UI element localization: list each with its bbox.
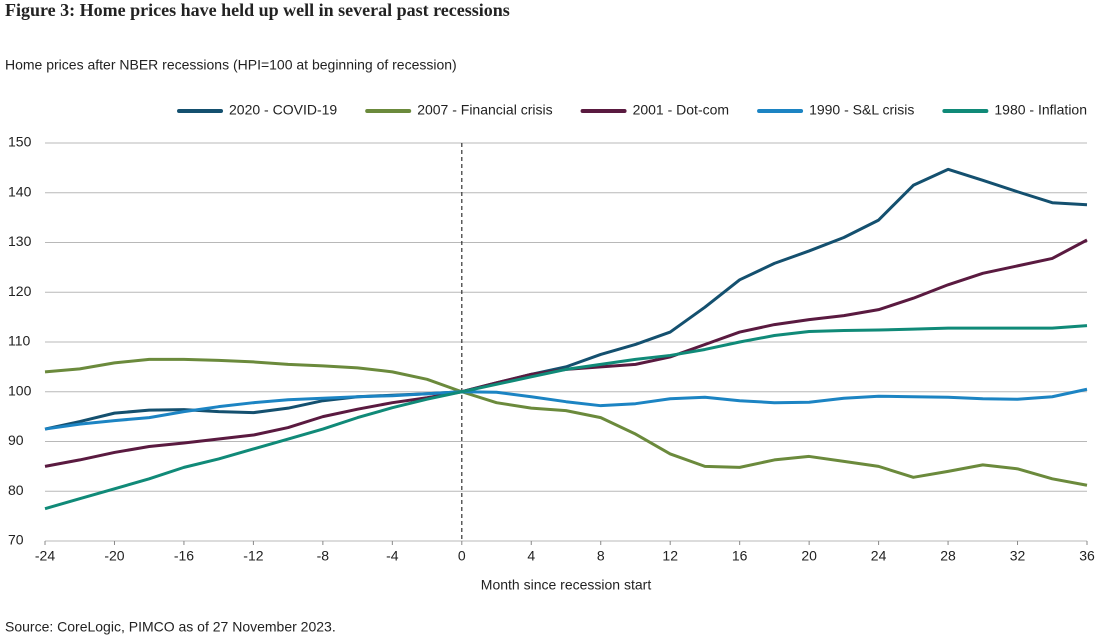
x-axis-label: Month since recession start bbox=[481, 577, 652, 593]
y-tick-label: 110 bbox=[8, 333, 31, 349]
y-tick-label: 140 bbox=[8, 183, 32, 199]
legend-label: 2020 - COVID-19 bbox=[229, 102, 337, 118]
y-tick-label: 80 bbox=[8, 482, 24, 498]
x-tick-label: -4 bbox=[386, 548, 399, 564]
x-tick-label: 16 bbox=[732, 548, 748, 564]
x-tick-label: -24 bbox=[35, 548, 55, 564]
y-tick-label: 90 bbox=[8, 432, 24, 448]
series-line bbox=[44, 324, 1088, 511]
x-tick-label: -12 bbox=[243, 548, 263, 564]
x-tick-label: -16 bbox=[174, 548, 194, 564]
x-tick-label: 8 bbox=[597, 548, 605, 564]
legend-label: 1990 - S&L crisis bbox=[809, 102, 914, 118]
x-tick-label: 0 bbox=[458, 548, 466, 564]
series-line bbox=[44, 357, 1088, 487]
x-tick-label: 20 bbox=[801, 548, 817, 564]
chart-title: Figure 3: Home prices have held up well … bbox=[5, 0, 510, 20]
legend-label: 2007 - Financial crisis bbox=[417, 102, 552, 118]
series-line bbox=[44, 167, 1088, 431]
x-tick-label: 32 bbox=[1010, 548, 1026, 564]
x-tick-label: 12 bbox=[662, 548, 678, 564]
legend-label: 1980 - Inflation bbox=[994, 102, 1087, 118]
chart-subtitle: Home prices after NBER recessions (HPI=1… bbox=[5, 57, 457, 73]
x-tick-label: 36 bbox=[1079, 548, 1095, 564]
source-note: Source: CoreLogic, PIMCO as of 27 Novemb… bbox=[5, 619, 336, 635]
series-line bbox=[44, 387, 1088, 431]
y-tick-label: 100 bbox=[8, 382, 32, 398]
y-tick-label: 150 bbox=[8, 134, 32, 150]
y-tick-label: 70 bbox=[8, 532, 24, 548]
x-tick-label: 4 bbox=[527, 548, 535, 564]
x-tick-label: 28 bbox=[940, 548, 956, 564]
x-tick-label: -8 bbox=[317, 548, 330, 564]
series-line bbox=[44, 238, 1088, 468]
y-tick-label: 120 bbox=[8, 283, 32, 299]
x-tick-label: 24 bbox=[871, 548, 887, 564]
legend-label: 2001 - Dot-com bbox=[633, 102, 729, 118]
y-tick-label: 130 bbox=[8, 233, 32, 249]
x-tick-label: -20 bbox=[104, 548, 124, 564]
